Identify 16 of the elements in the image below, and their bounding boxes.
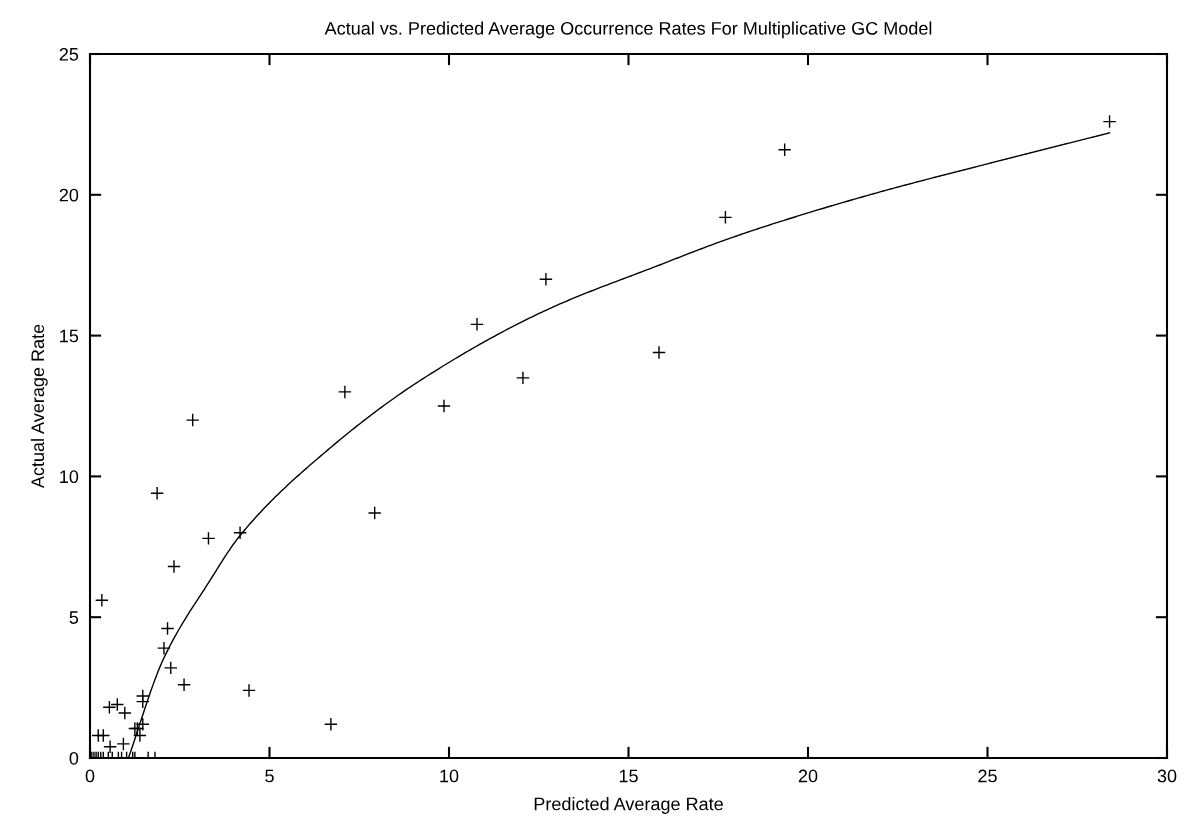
y-tick-label: 20 xyxy=(59,188,79,202)
x-tick-label: 5 xyxy=(265,769,274,783)
x-tick-label: 0 xyxy=(85,769,95,783)
chart-title: Actual vs. Predicted Average Occurrence Rates For Multiplicative GC Model xyxy=(324,21,932,39)
x-tick-label: 15 xyxy=(619,769,638,783)
y-tick-label: 0 xyxy=(69,751,79,765)
x-tick-label: 30 xyxy=(1157,769,1177,783)
y-axis-title: Actual Average Rate xyxy=(30,324,48,489)
x-axis-title: Predicted Average Rate xyxy=(534,797,723,814)
y-tick-label: 5 xyxy=(69,611,79,624)
x-tick-label: 20 xyxy=(798,769,818,783)
y-tick-label: 10 xyxy=(60,470,79,484)
x-tick-label: 25 xyxy=(978,769,997,783)
y-tick-label: 15 xyxy=(60,329,79,343)
y-tick-label: 25 xyxy=(59,47,79,61)
x-tick-label: 10 xyxy=(440,769,459,783)
